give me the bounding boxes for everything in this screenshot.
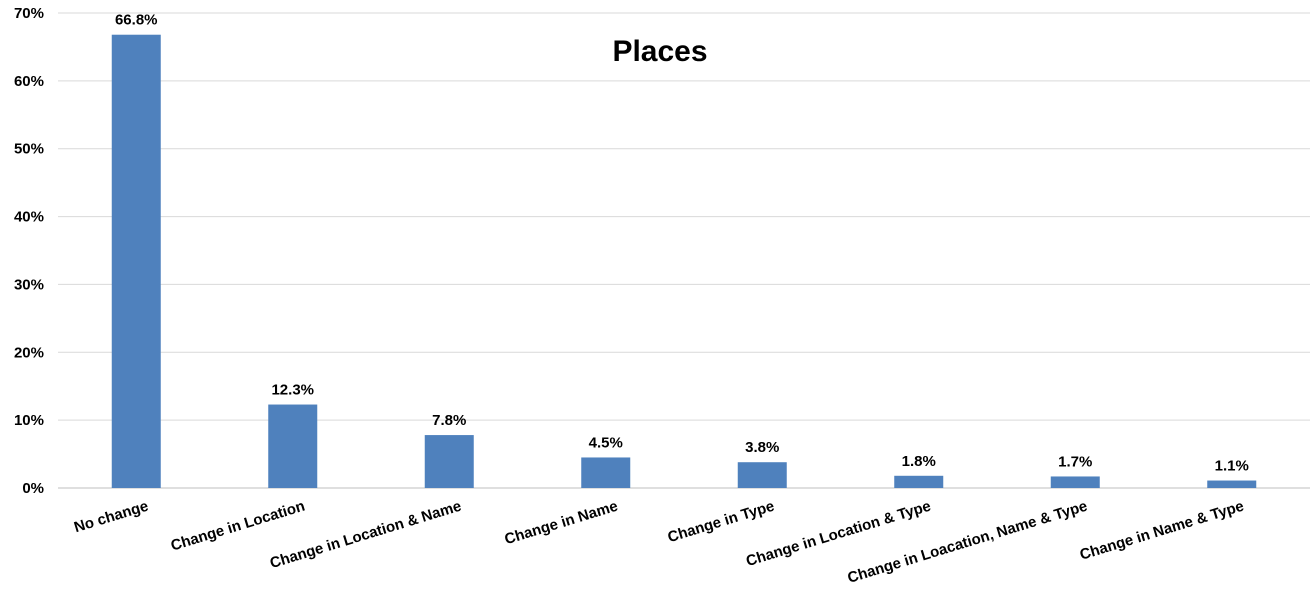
chart-title: Places xyxy=(612,35,707,68)
bar xyxy=(581,457,631,488)
y-tick-label: 40% xyxy=(14,209,44,226)
bar xyxy=(111,34,161,488)
y-tick-label: 70% xyxy=(14,5,44,22)
data-label: 3.8% xyxy=(745,439,779,456)
y-tick-label: 60% xyxy=(14,73,44,90)
y-tick-label: 30% xyxy=(14,276,44,293)
bar xyxy=(1050,476,1100,488)
data-label: 4.5% xyxy=(589,434,623,451)
data-labels: 66.8% 12.3% 7.8% 4.5% 3.8% 1.8% 1.7% 1.1% xyxy=(115,12,1249,475)
gridlines xyxy=(58,12,1310,489)
y-tick-label: 50% xyxy=(14,141,44,158)
data-label: 1.7% xyxy=(1058,453,1092,470)
bar xyxy=(424,435,474,488)
category-label: No change xyxy=(72,498,150,537)
category-label: Change in Location xyxy=(169,498,307,555)
y-tick-label: 10% xyxy=(14,412,44,429)
category-label: Change in Name & Type xyxy=(1078,498,1246,564)
data-label: 7.8% xyxy=(432,412,466,429)
data-label: 12.3% xyxy=(271,382,314,399)
y-tick-label: 0% xyxy=(22,480,44,497)
bar xyxy=(894,475,944,488)
bars xyxy=(111,34,1257,488)
category-label: Change in Name xyxy=(503,498,620,549)
bar xyxy=(737,462,787,488)
bar xyxy=(1207,480,1257,488)
category-label: Change in Type xyxy=(666,498,777,547)
y-tick-label: 20% xyxy=(14,344,44,361)
data-label: 66.8% xyxy=(115,12,158,29)
y-axis-ticks: 0% 10% 20% 30% 40% 50% 60% 70% xyxy=(14,5,44,497)
data-label: 1.1% xyxy=(1215,458,1249,475)
bar xyxy=(268,404,318,488)
data-label: 1.8% xyxy=(902,453,936,470)
